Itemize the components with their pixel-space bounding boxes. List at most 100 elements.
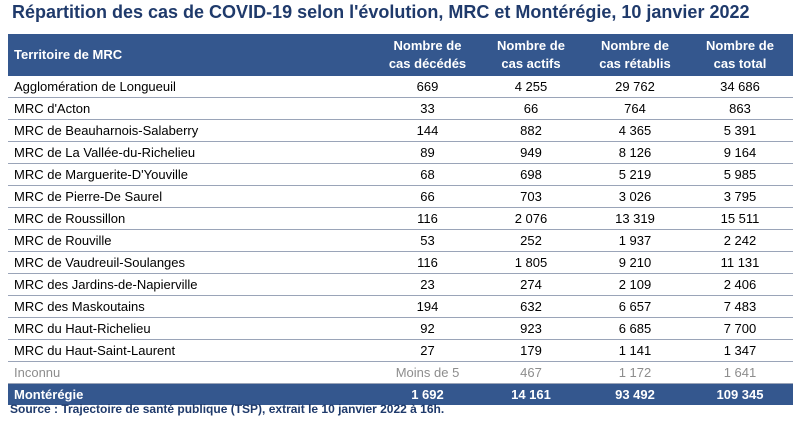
header-recovered: Nombre de cas rétablis [583,34,687,76]
table-row: Agglomération de Longueuil 669 4 255 29 762… [8,76,793,98]
cell-deaths: 66 [376,185,479,208]
cell-deaths: 68 [376,163,479,186]
cell-deaths: 27 [376,339,479,362]
cell-recovered: 29 762 [583,76,687,98]
cell-recovered: 6 685 [583,317,687,340]
table-row: MRC du Haut-Richelieu 92 923 6 685 7 700 [8,317,793,340]
cell-deaths: 194 [376,295,479,318]
cell-name: MRC de Rouville [8,229,376,252]
header-total-line1: Nombre de [706,38,774,53]
cell-deaths: 53 [376,229,479,252]
cell-total: 5 391 [687,119,793,142]
cell-recovered: 8 126 [583,141,687,164]
cell-name: MRC de La Vallée-du-Richelieu [8,141,376,164]
table-row: MRC du Haut-Saint-Laurent 27 179 1 141 1 347 [8,339,793,362]
cell-recovered: 1 141 [583,339,687,362]
header-row: Territoire de MRC Nombre de cas décédés N… [8,34,793,76]
covid-cases-table: Territoire de MRC Nombre de cas décédés N… [8,34,793,405]
header-total: Nombre de cas total [687,34,793,76]
cell-active: 923 [479,317,583,340]
cell-name: MRC de Beauharnois-Salaberry [8,119,376,142]
cell-recovered: 13 319 [583,207,687,230]
header-deaths: Nombre de cas décédés [376,34,479,76]
header-total-line2: cas total [713,56,767,71]
cell-recovered: 5 219 [583,163,687,186]
header-deaths-line1: Nombre de [393,38,462,53]
table-row: MRC de Marguerite-D'Youville 68 698 5 219 5 … [8,163,793,186]
cell-deaths: Moins de 5 [376,361,479,384]
cell-name: MRC des Maskoutains [8,295,376,318]
total-name: Montérégie [8,383,376,405]
cell-total: 1 347 [687,339,793,362]
header-territory: Territoire de MRC [8,34,376,76]
cell-total: 9 164 [687,141,793,164]
cell-active: 882 [479,119,583,142]
cell-recovered: 764 [583,97,687,120]
cell-active: 4 255 [479,76,583,98]
header-active-line1: Nombre de [497,38,565,53]
cell-name: Inconnu [8,361,376,384]
cell-name: MRC du Haut-Saint-Laurent [8,339,376,362]
cell-recovered: 6 657 [583,295,687,318]
cell-name: MRC de Vaudreuil-Soulanges [8,251,376,274]
cell-deaths: 33 [376,97,479,120]
header-active-line2: cas actifs [501,56,561,71]
cell-active: 949 [479,141,583,164]
cell-total: 2 242 [687,229,793,252]
table-row: MRC de Vaudreuil-Soulanges 116 1 805 9 210 1… [8,251,793,274]
cell-active: 467 [479,361,583,384]
cell-total: 7 700 [687,317,793,340]
cell-recovered: 9 210 [583,251,687,274]
cell-active: 66 [479,97,583,120]
total-total: 109 345 [687,383,793,405]
cell-recovered: 2 109 [583,273,687,296]
table-row: MRC de La Vallée-du-Richelieu 89 949 8 126 9… [8,141,793,164]
cell-total: 7 483 [687,295,793,318]
cell-active: 698 [479,163,583,186]
cell-recovered: 3 026 [583,185,687,208]
cell-deaths: 23 [376,273,479,296]
cell-total: 1 641 [687,361,793,384]
table-body: Agglomération de Longueuil 669 4 255 29 762… [8,76,793,384]
cell-total: 34 686 [687,76,793,98]
cell-total: 5 985 [687,163,793,186]
header-active: Nombre de cas actifs [479,34,583,76]
cell-total: 863 [687,97,793,120]
table-row: MRC de Rouville 53 252 1 937 2 242 [8,229,793,252]
table-row: MRC d'Acton 33 66 764 863 [8,97,793,120]
total-active: 14 161 [479,383,583,405]
cell-name: Agglomération de Longueuil [8,76,376,98]
cell-deaths: 89 [376,141,479,164]
cell-total: 11 131 [687,251,793,274]
cell-recovered: 4 365 [583,119,687,142]
cell-deaths: 116 [376,251,479,274]
cell-active: 274 [479,273,583,296]
cell-name: MRC de Pierre-De Saurel [8,185,376,208]
table-row: MRC de Roussillon 116 2 076 13 319 15 511 [8,207,793,230]
total-row: Montérégie 1 692 14 161 93 492 109 345 [8,383,793,405]
cell-total: 3 795 [687,185,793,208]
table-header: Territoire de MRC Nombre de cas décédés N… [8,34,793,76]
cell-name: MRC de Roussillon [8,207,376,230]
cell-active: 703 [479,185,583,208]
header-recovered-line2: cas rétablis [599,56,671,71]
cell-active: 179 [479,339,583,362]
cell-name: MRC d'Acton [8,97,376,120]
table-row: MRC de Beauharnois-Salaberry 144 882 4 365 5… [8,119,793,142]
page-title: Répartition des cas de COVID-19 selon l'… [12,2,750,22]
header-deaths-line2: cas décédés [388,56,467,71]
cell-name: MRC du Haut-Richelieu [8,317,376,340]
table-row: MRC de Pierre-De Saurel 66 703 3 026 3 795 [8,185,793,208]
total-recovered: 93 492 [583,383,687,405]
cell-deaths: 669 [376,76,479,98]
source-note: Source : Trajectoire de santé publique (… [10,402,445,416]
table-row: Inconnu Moins de 5 467 1 172 1 641 [8,361,793,384]
cell-active: 2 076 [479,207,583,230]
cell-active: 632 [479,295,583,318]
cell-active: 252 [479,229,583,252]
cell-name: MRC de Marguerite-D'Youville [8,163,376,186]
cell-recovered: 1 172 [583,361,687,384]
cell-name: MRC des Jardins-de-Napierville [8,273,376,296]
table-row: MRC des Maskoutains 194 632 6 657 7 483 [8,295,793,318]
